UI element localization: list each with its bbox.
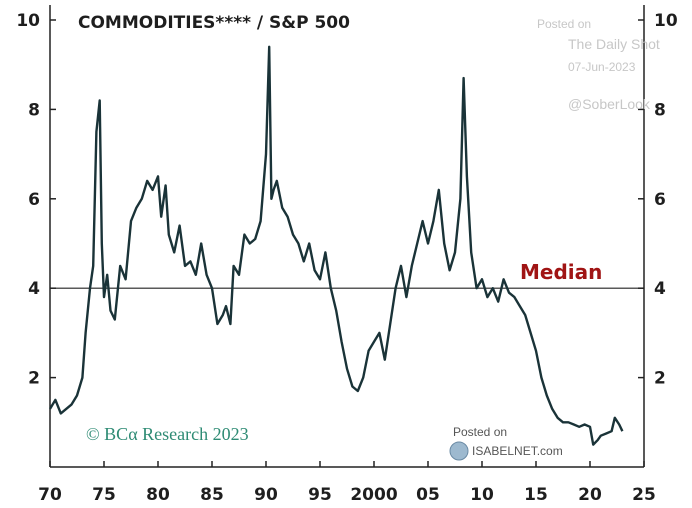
x-tick-label: 20 bbox=[578, 485, 602, 505]
x-tick-label: 90 bbox=[254, 485, 278, 505]
y-tick-label-right: 4 bbox=[654, 279, 666, 299]
isabel-site: ISABELNET.com bbox=[472, 444, 563, 458]
wm-date: 07-Jun-2023 bbox=[568, 60, 636, 74]
daily-shot-watermark: Posted on The Daily Shot 07-Jun-2023 @So… bbox=[537, 17, 660, 112]
x-tick-label: 05 bbox=[416, 485, 440, 505]
y-tick-label-right: 10 bbox=[654, 11, 678, 31]
y-tick-label-left: 10 bbox=[16, 11, 40, 31]
y-tick-label-right: 2 bbox=[654, 369, 666, 389]
x-tick-label: 25 bbox=[632, 485, 656, 505]
chart-title: COMMODITIES**** / S&P 500 bbox=[78, 13, 350, 33]
wm-handle: @SoberLook bbox=[568, 96, 651, 112]
y-tick-label-left: 2 bbox=[28, 369, 40, 389]
x-tick-label: 85 bbox=[200, 485, 224, 505]
y-tick-label-right: 8 bbox=[654, 100, 666, 120]
y-tick-label-left: 6 bbox=[28, 190, 40, 210]
x-tick-label: 75 bbox=[92, 485, 116, 505]
x-tick-label: 70 bbox=[38, 485, 62, 505]
wm-daily-shot: The Daily Shot bbox=[568, 36, 660, 52]
bca-credit: © BCα Research 2023 bbox=[86, 424, 249, 444]
x-tick-label: 95 bbox=[308, 485, 332, 505]
median-label: Median bbox=[520, 260, 602, 284]
x-tick-label: 2000 bbox=[350, 485, 397, 505]
wm-posted-on: Posted on bbox=[537, 17, 591, 31]
isabelnet-watermark: Posted on ISABELNET.com bbox=[449, 425, 563, 461]
x-tick-label: 80 bbox=[146, 485, 170, 505]
y-tick-label-left: 8 bbox=[28, 100, 40, 120]
y-tick-label-right: 6 bbox=[654, 190, 666, 210]
x-tick-label: 15 bbox=[524, 485, 548, 505]
globe-icon bbox=[449, 441, 469, 461]
ratio-series-line bbox=[48, 45, 624, 446]
x-axis: 70 75 80 85 90 95 2000 05 10 15 20 25 bbox=[38, 461, 656, 505]
isabel-posted-on: Posted on bbox=[453, 425, 507, 439]
x-tick-label: 10 bbox=[470, 485, 494, 505]
y-tick-label-left: 4 bbox=[28, 279, 40, 299]
